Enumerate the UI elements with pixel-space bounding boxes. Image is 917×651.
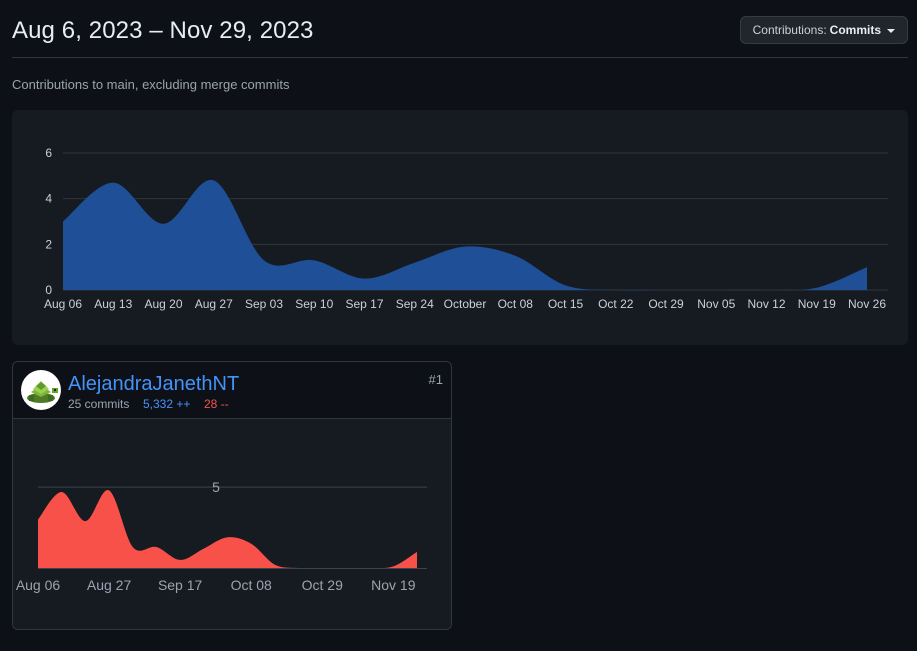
deletions-count: 28 -- [204,397,229,411]
x-tick-label: Oct 29 [648,297,684,311]
x-tick-label: Oct 29 [302,577,343,593]
turtle-avatar-icon [22,371,60,409]
commits-area-series [63,179,867,291]
x-tick-label: Oct 15 [548,297,584,311]
x-tick-label: Aug 13 [94,297,132,311]
dropdown-value: Commits [829,23,881,37]
x-tick-label: Nov 26 [848,297,886,311]
dropdown-prefix: Contributions: [752,23,827,37]
x-tick-label: Nov 19 [371,577,416,593]
x-tick-label: Oct 08 [498,297,534,311]
range-header: Aug 6, 2023 – Nov 29, 2023 Contributions… [12,16,908,58]
x-tick-label: Oct 22 [598,297,634,311]
x-tick-label: Nov 19 [798,297,836,311]
contributor-commits-area [38,490,417,569]
x-tick-label: Aug 27 [87,577,132,593]
x-tick-label: Aug 06 [16,577,61,593]
x-tick-label: Nov 12 [747,297,785,311]
additions-count: 5,332 ++ [143,397,191,411]
contributions-type-dropdown[interactable]: Contributions: Commits [739,16,908,44]
contributor-rank: #1 [428,372,443,387]
date-range-title: Aug 6, 2023 – Nov 29, 2023 [12,17,314,44]
x-tick-label: Sep 17 [158,577,203,593]
x-tick-label: October [444,297,487,311]
avatar[interactable] [21,370,61,410]
main-contributions-chart: 0 2 4 6 Aug 06 Aug 13 Aug 20 Aug 27 Sep 03 Sep 10… [12,110,908,345]
contributor-username-link[interactable]: AlejandraJanethNT [68,373,240,395]
y-tick-label: 0 [45,283,52,297]
commit-count[interactable]: 25 commits [68,397,130,411]
y-tick-label: 6 [45,146,52,160]
chart-subtitle: Contributions to main, excluding merge c… [12,77,290,92]
contributor-chart-area: 5 Aug 06 Aug 27 Sep 17 Oct 08 Oct 29 Nov 19 [13,419,451,629]
x-tick-label: Nov 05 [697,297,735,311]
x-tick-label: Aug 20 [144,297,182,311]
x-tick-label: Sep 24 [396,297,434,311]
caret-down-icon [887,28,895,33]
x-tick-label: Aug 06 [44,297,82,311]
contributor-chart-svg: 5 Aug 06 Aug 27 Sep 17 Oct 08 Oct 29 Nov 19 [16,479,427,593]
x-tick-label: Oct 08 [231,577,272,593]
contributor-card-header: AlejandraJanethNT 25 commits 5,332 ++ 28… [13,362,451,419]
y-tick-label: 4 [45,192,52,206]
y-tick-label: 2 [45,237,52,251]
gridline-label: 5 [212,479,220,495]
contributor-card: AlejandraJanethNT 25 commits 5,332 ++ 28… [12,361,452,630]
x-tick-label: Sep 03 [245,297,283,311]
x-tick-label: Sep 10 [295,297,333,311]
x-tick-label: Sep 17 [345,297,383,311]
main-chart-svg: 0 2 4 6 Aug 06 Aug 13 Aug 20 Aug 27 Sep 03 Sep 10… [44,146,888,311]
x-tick-label: Aug 27 [195,297,233,311]
